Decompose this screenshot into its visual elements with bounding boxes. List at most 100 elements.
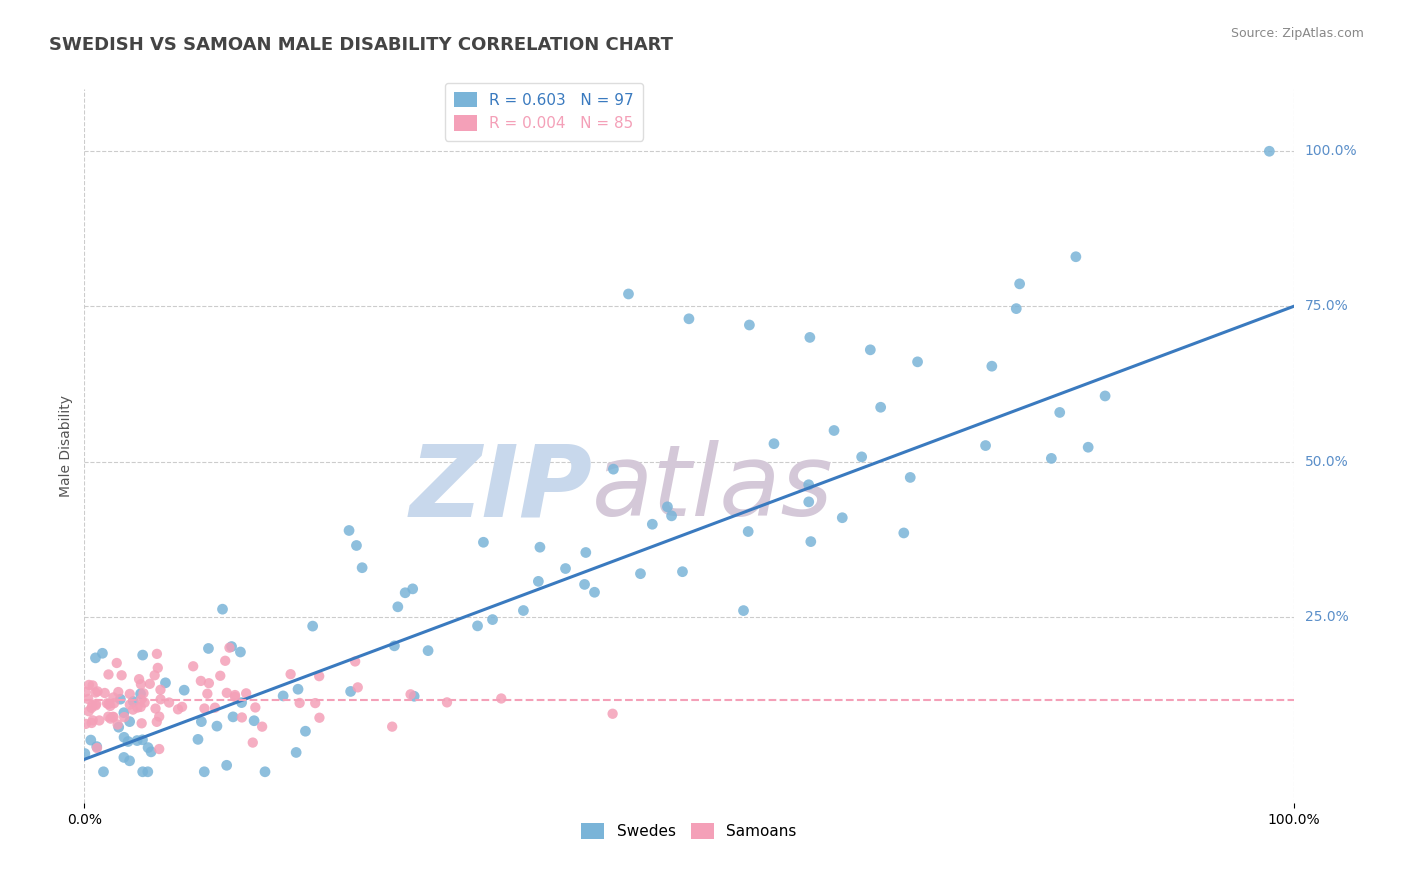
Point [136,740,159,755]
Y-axis label: Male Disability: Male Disability [59,395,73,497]
Point [762,436,785,450]
Point [346,539,368,553]
Text: 75.0%: 75.0% [1305,300,1348,313]
Point [131,716,153,731]
Point [103,710,125,724]
Point [346,681,368,695]
Point [245,700,267,714]
Point [1258,145,1281,159]
Point [231,710,253,724]
Point [554,561,576,575]
Point [235,686,257,700]
Point [224,688,246,702]
Point [893,525,915,540]
Point [527,574,550,589]
Point [285,746,308,760]
Point [304,696,326,710]
Point [157,696,180,710]
Point [173,683,195,698]
Point [287,682,309,697]
Point [127,700,149,714]
Point [209,669,232,683]
Point [352,560,374,574]
Point [211,602,233,616]
Point [402,582,425,596]
Point [308,669,330,683]
Point [127,733,149,747]
Point [187,732,209,747]
Point [898,470,921,484]
Point [103,696,125,710]
Point [823,424,845,438]
Point [602,462,624,476]
Point [131,648,153,662]
Point [134,696,156,710]
Point [139,677,162,691]
Point [129,700,152,714]
Point [738,318,761,332]
Point [641,517,664,532]
Point [155,675,177,690]
Point [337,524,360,538]
Point [907,355,929,369]
Point [148,742,170,756]
Point [105,656,128,670]
Point [73,747,96,761]
Point [737,524,759,539]
Point [193,701,215,715]
Point [800,534,823,549]
Point [436,695,458,709]
Point [181,659,204,673]
Point [132,686,155,700]
Point [218,640,240,655]
Point [82,678,104,692]
Point [229,645,252,659]
Point [190,714,212,729]
Text: SWEDISH VS SAMOAN MALE DISABILITY CORRELATION CHART: SWEDISH VS SAMOAN MALE DISABILITY CORREL… [49,36,673,54]
Point [118,714,141,729]
Point [657,500,679,514]
Point [224,690,246,704]
Point [1064,250,1087,264]
Point [512,603,534,617]
Point [602,706,624,721]
Point [243,714,266,728]
Point [467,619,489,633]
Point [980,359,1002,374]
Point [661,508,683,523]
Point [146,714,169,729]
Point [215,758,238,772]
Point [301,619,323,633]
Point [797,477,820,491]
Point [112,731,135,745]
Point [84,651,107,665]
Point [101,710,124,724]
Text: ZIP: ZIP [409,441,592,537]
Point [250,720,273,734]
Point [195,687,218,701]
Point [146,647,169,661]
Point [869,401,891,415]
Point [271,689,294,703]
Point [97,667,120,681]
Point [288,696,311,710]
Point [82,714,104,728]
Point [93,686,115,700]
Point [80,715,103,730]
Point [128,672,150,686]
Point [491,691,513,706]
Point [1049,405,1071,419]
Point [84,685,107,699]
Point [222,710,245,724]
Point [671,565,693,579]
Point [110,668,132,682]
Point [167,702,190,716]
Point [253,764,276,779]
Point [797,495,820,509]
Point [98,698,121,713]
Point [381,720,404,734]
Point [294,724,316,739]
Point [242,735,264,749]
Point [733,604,755,618]
Point [149,692,172,706]
